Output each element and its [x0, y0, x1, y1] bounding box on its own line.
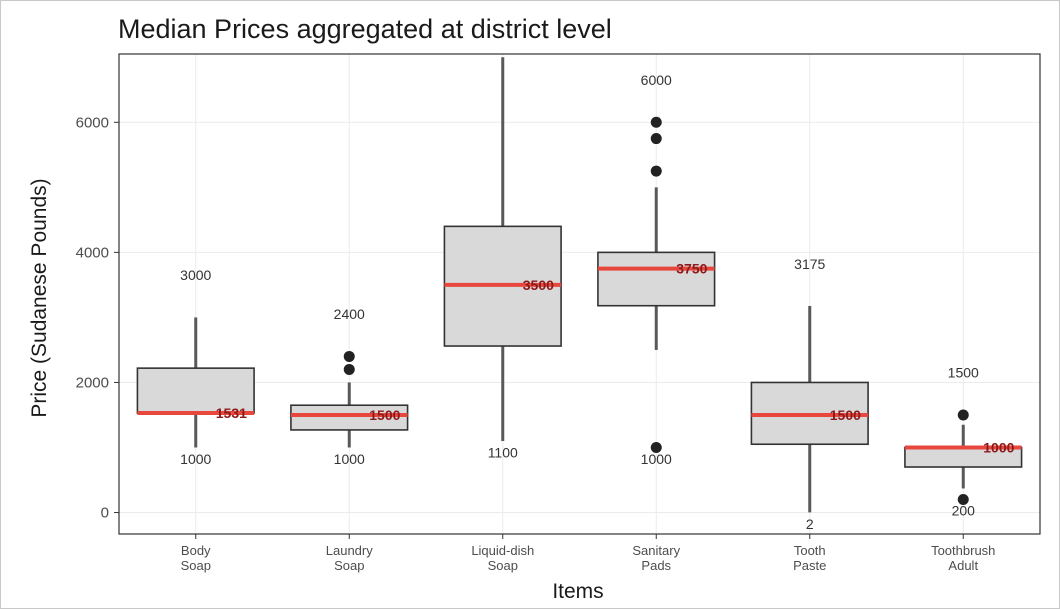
median-label: 1531	[216, 405, 247, 421]
outlier-point	[343, 350, 355, 362]
y-tick-label: 4000	[76, 244, 109, 261]
min-label: 1000	[334, 451, 365, 467]
median-label: 1500	[830, 407, 861, 423]
plot-panel-border	[118, 53, 1041, 535]
x-tick-label: Tooth	[794, 543, 826, 558]
box	[136, 367, 255, 414]
median-label: 3750	[676, 261, 707, 277]
chart-title: Median Prices aggregated at district lev…	[118, 14, 612, 44]
x-tick-label: Liquid-dish	[471, 543, 534, 558]
x-tick-label: Paste	[793, 558, 826, 573]
min-label: 1100	[488, 445, 518, 461]
box	[597, 251, 716, 307]
median-label: 3500	[523, 277, 554, 293]
y-tick-label: 0	[101, 505, 109, 522]
outlier-point	[650, 441, 662, 453]
x-tick-label: Toothbrush	[931, 543, 995, 558]
y-tick-label: 6000	[76, 114, 109, 131]
box	[290, 404, 409, 431]
min-label: 1000	[180, 451, 211, 467]
x-tick-label: Laundry	[326, 543, 373, 558]
max-label: 6000	[641, 72, 672, 88]
min-label: 1000	[641, 451, 672, 467]
outlier-point	[957, 494, 969, 506]
y-axis-title: Price (Sudanese Pounds)	[28, 178, 51, 417]
max-label: 3175	[794, 256, 825, 272]
x-tick-label: Soap	[181, 558, 211, 573]
y-tick-label: 2000	[76, 374, 109, 391]
outlier-point	[650, 133, 662, 145]
max-label: 2400	[334, 306, 365, 322]
outlier-point	[343, 363, 355, 375]
x-tick-label: Adult	[948, 558, 978, 573]
x-tick-label: Soap	[334, 558, 364, 573]
x-tick-label: Soap	[488, 558, 518, 573]
min-label: 200	[952, 503, 976, 519]
plot-layer: 1531 3000 1000 1500 2400 1000 3500 1100 3750 6000…	[76, 53, 1041, 573]
min-label: 2	[806, 516, 814, 532]
max-label: 1500	[948, 365, 979, 381]
x-tick-label: Sanitary	[632, 543, 680, 558]
outlier-point	[957, 409, 969, 421]
median-label: 1000	[983, 439, 1014, 455]
outlier-point	[650, 165, 662, 177]
median-label: 1500	[369, 407, 400, 423]
x-axis-title: Items	[552, 580, 603, 603]
max-label: 3000	[180, 267, 211, 283]
x-tick-label: Body	[181, 543, 211, 558]
outlier-point	[650, 116, 662, 128]
x-tick-label: Pads	[641, 558, 671, 573]
